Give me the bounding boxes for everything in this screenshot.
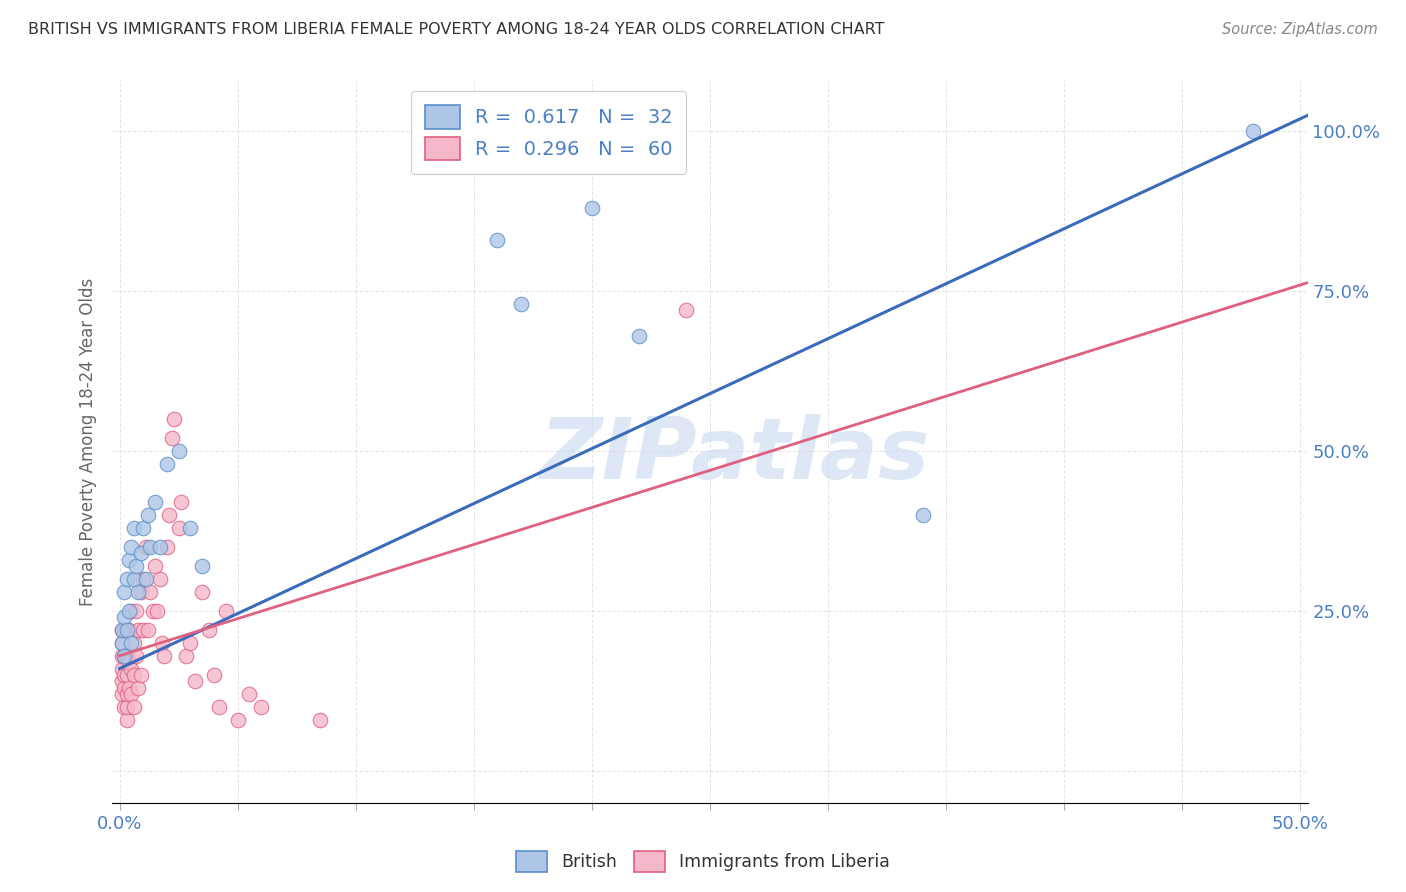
- Point: [142, 604, 165, 618]
- Point: [127, 584, 149, 599]
- Point: [143, 559, 166, 574]
- Point: [111, 636, 134, 650]
- Point: [112, 648, 135, 663]
- Point: [127, 681, 149, 695]
- Point: [111, 636, 134, 650]
- Point: [250, 699, 273, 714]
- Point: [132, 572, 155, 586]
- Point: [122, 668, 145, 682]
- Point: [120, 540, 142, 554]
- Legend: British, Immigrants from Liberia: British, Immigrants from Liberia: [509, 844, 897, 879]
- Point: [191, 584, 214, 599]
- Point: [156, 457, 179, 471]
- Point: [118, 655, 141, 669]
- Point: [120, 687, 142, 701]
- Point: [179, 521, 201, 535]
- Point: [911, 508, 934, 522]
- Point: [112, 681, 135, 695]
- Point: [111, 648, 134, 663]
- Point: [115, 572, 138, 586]
- Point: [115, 668, 138, 682]
- Point: [167, 444, 190, 458]
- Point: [129, 584, 152, 599]
- Point: [111, 661, 134, 675]
- Point: [112, 668, 135, 682]
- Point: [115, 713, 138, 727]
- Point: [132, 521, 155, 535]
- Point: [215, 604, 238, 618]
- Point: [170, 495, 193, 509]
- Point: [129, 546, 152, 560]
- Point: [157, 508, 180, 522]
- Point: [118, 681, 141, 695]
- Point: [122, 699, 145, 714]
- Point: [136, 623, 159, 637]
- Point: [135, 540, 157, 554]
- Point: [174, 648, 197, 663]
- Point: [208, 699, 231, 714]
- Point: [112, 610, 135, 624]
- Point: [179, 636, 201, 650]
- Point: [486, 233, 509, 247]
- Point: [112, 623, 135, 637]
- Point: [120, 661, 142, 675]
- Point: [112, 584, 135, 599]
- Point: [118, 553, 141, 567]
- Point: [150, 636, 173, 650]
- Point: [125, 604, 148, 618]
- Point: [139, 540, 162, 554]
- Point: [628, 329, 651, 343]
- Point: [160, 431, 183, 445]
- Point: [149, 572, 172, 586]
- Point: [139, 584, 162, 599]
- Point: [132, 623, 155, 637]
- Point: [111, 674, 134, 689]
- Point: [111, 687, 134, 701]
- Point: [112, 699, 135, 714]
- Point: [120, 604, 142, 618]
- Point: [136, 508, 159, 522]
- Point: [115, 687, 138, 701]
- Point: [146, 604, 169, 618]
- Point: [111, 623, 134, 637]
- Point: [510, 297, 533, 311]
- Point: [118, 604, 141, 618]
- Point: [118, 623, 141, 637]
- Legend: R =  0.617   N =  32, R =  0.296   N =  60: R = 0.617 N = 32, R = 0.296 N = 60: [411, 92, 686, 174]
- Point: [143, 495, 166, 509]
- Text: Source: ZipAtlas.com: Source: ZipAtlas.com: [1222, 22, 1378, 37]
- Point: [115, 699, 138, 714]
- Point: [309, 713, 332, 727]
- Point: [122, 636, 145, 650]
- Point: [184, 674, 207, 689]
- Point: [129, 668, 152, 682]
- Point: [153, 648, 176, 663]
- Point: [112, 648, 135, 663]
- Point: [167, 521, 190, 535]
- Point: [238, 687, 260, 701]
- Point: [149, 540, 172, 554]
- Text: ZIPatlas: ZIPatlas: [538, 415, 929, 498]
- Text: BRITISH VS IMMIGRANTS FROM LIBERIA FEMALE POVERTY AMONG 18-24 YEAR OLDS CORRELAT: BRITISH VS IMMIGRANTS FROM LIBERIA FEMAL…: [28, 22, 884, 37]
- Point: [115, 623, 138, 637]
- Point: [135, 572, 157, 586]
- Point: [125, 559, 148, 574]
- Point: [1241, 124, 1264, 138]
- Point: [122, 572, 145, 586]
- Point: [581, 201, 603, 215]
- Point: [191, 559, 214, 574]
- Point: [127, 623, 149, 637]
- Point: [675, 303, 697, 318]
- Point: [202, 668, 225, 682]
- Point: [125, 648, 148, 663]
- Point: [120, 636, 142, 650]
- Point: [163, 412, 186, 426]
- Point: [198, 623, 221, 637]
- Y-axis label: Female Poverty Among 18-24 Year Olds: Female Poverty Among 18-24 Year Olds: [79, 277, 97, 606]
- Point: [115, 648, 138, 663]
- Point: [226, 713, 249, 727]
- Point: [156, 540, 179, 554]
- Point: [122, 521, 145, 535]
- Point: [111, 623, 134, 637]
